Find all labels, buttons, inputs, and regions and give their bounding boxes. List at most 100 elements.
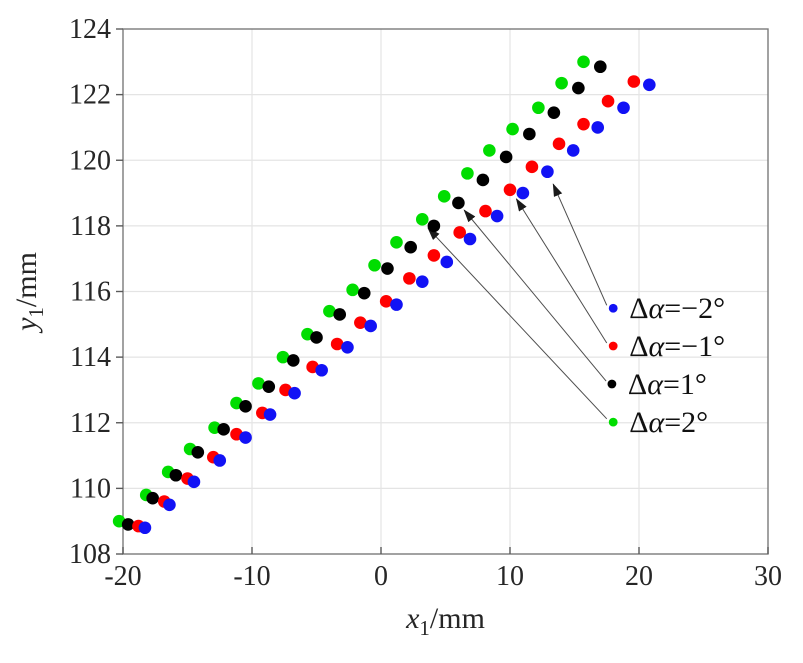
- data-point: [461, 167, 474, 180]
- data-point: [427, 249, 441, 262]
- y-tick-label: 112: [70, 408, 111, 439]
- data-point: [506, 122, 519, 136]
- x-tick-label: 20: [625, 561, 653, 592]
- data-point: [404, 240, 417, 254]
- data-point: [452, 196, 465, 210]
- data-point: [357, 286, 371, 300]
- data-point: [138, 521, 152, 535]
- data-point: [601, 94, 615, 108]
- data-point: [239, 431, 252, 444]
- y-tick-label: 118: [70, 211, 111, 242]
- data-point: [591, 121, 605, 134]
- data-point: [566, 144, 580, 157]
- data-point: [427, 219, 441, 233]
- data-point: [499, 150, 513, 164]
- data-point: [483, 144, 496, 157]
- data-point: [577, 117, 590, 131]
- data-point: [490, 209, 504, 223]
- y-tick-label: 124: [69, 14, 111, 45]
- data-point: [577, 55, 590, 69]
- y-tick-label: 114: [70, 342, 111, 373]
- data-point: [415, 275, 429, 288]
- annotation-arrow: [427, 227, 608, 420]
- y-tick-label: 108: [69, 539, 111, 570]
- y-axis-label: y1/mm: [10, 252, 48, 334]
- x-tick-label: 0: [374, 561, 388, 592]
- legend-marker: [608, 341, 618, 351]
- legend-label: Δα=−1°: [629, 330, 725, 363]
- data-point: [516, 186, 530, 200]
- data-point: [364, 319, 377, 333]
- data-point: [288, 386, 301, 400]
- data-point: [415, 213, 429, 226]
- data-point: [476, 173, 490, 187]
- annotation-arrow: [552, 183, 608, 306]
- data-point: [239, 400, 252, 413]
- legend-label: Δα=1°: [628, 368, 707, 401]
- data-point: [594, 60, 607, 74]
- data-point: [286, 354, 300, 367]
- data-point: [262, 380, 276, 393]
- data-point: [627, 75, 641, 88]
- data-point: [276, 350, 290, 364]
- data-point: [547, 106, 561, 119]
- data-point: [523, 127, 536, 141]
- data-point: [379, 295, 393, 308]
- data-point: [390, 298, 403, 311]
- data-point: [333, 308, 347, 321]
- legend-marker: [607, 379, 617, 389]
- data-point: [252, 377, 265, 390]
- legend-marker: [608, 417, 618, 427]
- data-point: [453, 226, 466, 239]
- data-point: [479, 204, 492, 218]
- x-tick-label: -10: [233, 561, 270, 592]
- y-tick-label: 122: [69, 80, 111, 111]
- data-point: [503, 183, 517, 197]
- data-point: [403, 272, 416, 285]
- data-point: [315, 363, 328, 377]
- legend-label: Δα=−2°: [629, 292, 725, 325]
- data-point: [169, 468, 183, 482]
- data-point: [346, 283, 359, 297]
- data-point: [213, 454, 227, 467]
- data-point: [310, 331, 323, 344]
- x-tick-label: 10: [496, 561, 524, 592]
- x-tick-label: -20: [104, 561, 141, 592]
- data-point: [440, 255, 454, 269]
- data-point: [390, 235, 403, 249]
- data-point: [146, 491, 159, 505]
- data-point: [368, 258, 381, 272]
- annotation-arrow: [463, 209, 607, 382]
- x-tick-label: 30: [754, 561, 782, 592]
- data-point: [552, 137, 566, 151]
- data-point: [341, 340, 354, 354]
- data-point: [437, 190, 451, 203]
- y-tick-label: 116: [70, 277, 111, 308]
- data-point: [643, 78, 656, 92]
- data-point: [263, 408, 277, 421]
- data-point: [532, 101, 545, 115]
- y-tick-label: 120: [69, 145, 111, 176]
- data-point: [463, 232, 477, 246]
- legend-marker: [608, 303, 618, 313]
- y-tick-label: 110: [70, 473, 111, 504]
- x-axis-label: x1/mm: [405, 602, 485, 640]
- data-point: [572, 81, 585, 95]
- data-point: [525, 160, 539, 174]
- data-point: [541, 165, 554, 179]
- data-point: [381, 262, 394, 275]
- data-point: [354, 316, 367, 329]
- data-point: [191, 445, 205, 459]
- data-point: [617, 101, 630, 115]
- data-point: [163, 498, 176, 512]
- annotation-arrow: [515, 198, 608, 344]
- data-point: [217, 423, 230, 436]
- legend-label: Δα=2°: [629, 406, 708, 439]
- data-point: [187, 475, 201, 489]
- data-point: [323, 304, 336, 318]
- data-point: [555, 76, 568, 90]
- data-point: [121, 518, 135, 531]
